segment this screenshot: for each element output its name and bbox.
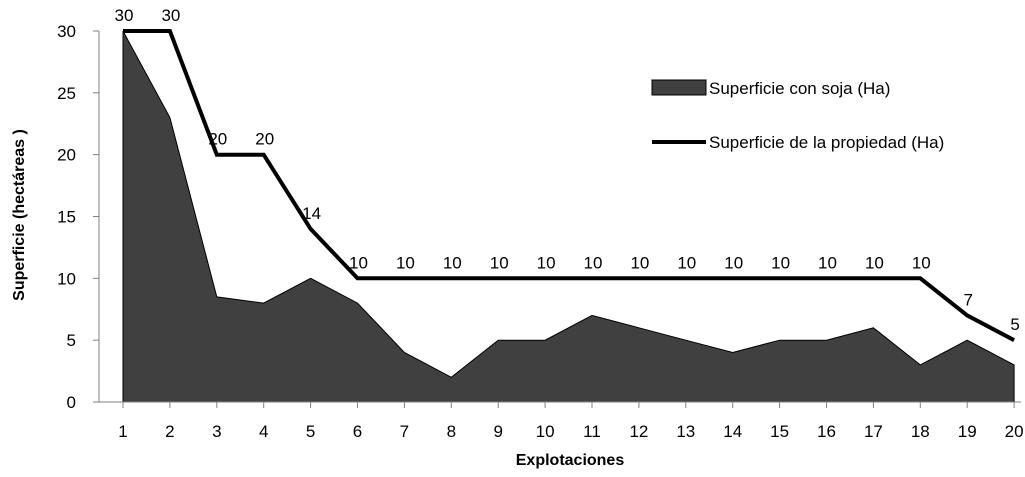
data-label: 14 xyxy=(302,204,321,223)
data-label: 10 xyxy=(630,253,649,272)
x-tick-label: 7 xyxy=(400,422,409,441)
x-tick-label: 1 xyxy=(118,422,127,441)
x-tick-label: 2 xyxy=(165,422,174,441)
x-tick-label: 11 xyxy=(583,422,601,441)
x-tick-label: 12 xyxy=(629,422,648,441)
x-tick-label: 19 xyxy=(958,422,977,441)
x-tick-label: 13 xyxy=(676,422,695,441)
x-tick-label: 18 xyxy=(911,422,930,441)
data-label: 10 xyxy=(771,253,790,272)
area-series-soja xyxy=(122,30,1015,403)
y-tick-label: 15 xyxy=(57,208,76,227)
legend: Superficie con soja (Ha) Superficie de l… xyxy=(651,79,944,152)
y-tick-label: 10 xyxy=(57,269,76,288)
legend-label-area: Superficie con soja (Ha) xyxy=(709,79,890,98)
data-label: 10 xyxy=(912,253,931,272)
data-label: 10 xyxy=(443,253,462,272)
x-tick-label: 17 xyxy=(864,422,883,441)
x-tick-label: 8 xyxy=(447,422,456,441)
data-label: 10 xyxy=(537,253,556,272)
x-tick-label: 5 xyxy=(306,422,315,441)
data-labels: 30 30 20 20 14 10 10 10 10 10 10 10 10 10 10 10 10 10 7 5 xyxy=(115,6,1020,334)
x-tick-label: 16 xyxy=(817,422,836,441)
y-tick-label: 5 xyxy=(67,331,76,350)
y-tick-label: 25 xyxy=(57,84,76,103)
y-axis-title: Superficie (hectáreas ) xyxy=(11,129,28,301)
data-label: 10 xyxy=(584,253,603,272)
plot-area xyxy=(122,29,1016,403)
x-tick-label: 10 xyxy=(536,422,555,441)
data-label: 10 xyxy=(724,253,743,272)
data-label: 30 xyxy=(115,6,134,25)
data-label: 10 xyxy=(818,253,837,272)
x-tick-label: 20 xyxy=(1005,422,1024,441)
data-label: 30 xyxy=(161,6,180,25)
x-tick-label: 4 xyxy=(259,422,268,441)
x-tick-label: 6 xyxy=(353,422,362,441)
x-tick-label: 14 xyxy=(723,422,742,441)
data-label: 10 xyxy=(677,253,696,272)
data-label: 10 xyxy=(349,253,368,272)
legend-swatch-area xyxy=(651,79,707,96)
x-tick-label: 9 xyxy=(493,422,502,441)
y-tick-label: 0 xyxy=(67,393,76,412)
y-tick-label: 30 xyxy=(57,22,76,41)
y-tick-label: 20 xyxy=(57,146,76,165)
x-axis-title: Explotaciones xyxy=(516,452,625,469)
x-tick-label: 3 xyxy=(212,422,221,441)
data-label: 20 xyxy=(255,130,274,149)
data-label: 10 xyxy=(396,253,415,272)
legend-label-line: Superficie de la propiedad (Ha) xyxy=(709,133,944,152)
data-label: 20 xyxy=(208,130,227,149)
line-series-propiedad xyxy=(123,29,1016,342)
data-label: 10 xyxy=(490,253,509,272)
data-label: 5 xyxy=(1010,315,1019,334)
data-label: 7 xyxy=(963,290,972,309)
x-tick-label: 15 xyxy=(770,422,789,441)
data-label: 10 xyxy=(865,253,884,272)
